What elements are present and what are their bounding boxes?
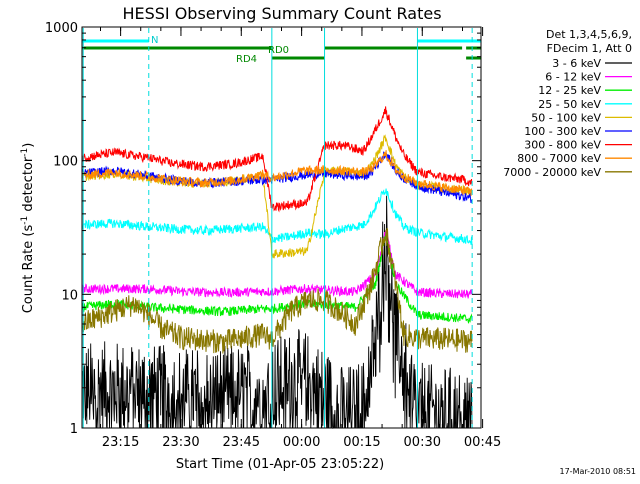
series-300-800-kev (81, 106, 473, 213)
legend-item-12-25-kev: 12 - 25 keV (538, 84, 632, 97)
legend-item-100-300-kev: 100 - 300 keV (524, 125, 632, 138)
legend-label: 3 - 6 keV (552, 57, 601, 70)
legend-label: 300 - 800 keV (524, 139, 601, 152)
series-line-3-6-kev (81, 195, 473, 430)
generation-timestamp: 17-Mar-2010 08:51 (560, 467, 637, 476)
legend-item-25-50-kev: 25 - 50 keV (538, 98, 632, 111)
legend-label: 7000 - 20000 keV (503, 166, 601, 179)
legend-header-detectors: Det 1,3,4,5,6,9, (546, 28, 632, 41)
series-800-7000-kev (81, 150, 473, 196)
legend-label: 12 - 25 keV (538, 84, 601, 97)
y-tick-label: 100 (53, 155, 78, 170)
legend-header-fdecim: FDecim 1, Att 0 (547, 42, 632, 55)
flag-label-n: N (151, 35, 158, 46)
legend-label: 50 - 100 keV (531, 111, 601, 124)
x-tick-label: 23:30 (162, 435, 199, 450)
legend-label: 800 - 7000 keV (517, 152, 601, 165)
legend-item-300-800-kev: 300 - 800 keV (524, 139, 632, 152)
legend-label: 25 - 50 keV (538, 98, 601, 111)
legend-item-3-6-kev: 3 - 6 keV (552, 57, 632, 70)
flag-label-rd4: RD4 (236, 54, 257, 65)
series-3-6-kev (81, 195, 473, 430)
legend: Det 1,3,4,5,6,9, FDecim 1, Att 0 3 - 6 k… (503, 28, 632, 179)
chart-title: HESSI Observing Summary Count Rates (122, 4, 441, 23)
y-tick-label: 1 (70, 422, 78, 437)
x-tick-label: 00:00 (283, 435, 320, 450)
series-7000-20000-kev (81, 227, 473, 354)
legend-item-50-100-kev: 50 - 100 keV (531, 111, 632, 124)
x-tick-label: 00:45 (464, 435, 501, 450)
y-tick-label: 10 (61, 288, 78, 303)
y-axis-label-exponent: -1 (20, 216, 30, 225)
plot-area: 23:15 23:30 23:45 00:00 00:15 00:30 00:45 1 10 10… (45, 21, 501, 450)
flag-label-rd0: RD0 (268, 45, 289, 56)
series-line-800-7000-kev (81, 150, 473, 196)
series-12-25-kev (81, 230, 473, 324)
y-axis-label-part: Count Rate (s (21, 225, 36, 314)
series-line-7000-20000-kev (81, 227, 473, 354)
legend-item-800-7000-kev: 800 - 7000 keV (517, 152, 632, 165)
data-layer (81, 106, 473, 430)
series-line-300-800-kev (81, 106, 473, 213)
y-axis-label-exponent: -1 (20, 148, 30, 157)
x-tick-label: 00:15 (343, 435, 380, 450)
x-tick-label: 23:15 (102, 435, 139, 450)
series-100-300-kev (81, 151, 473, 203)
legend-label: 100 - 300 keV (524, 125, 601, 138)
x-tick-label: 00:30 (404, 435, 441, 450)
legend-item-6-12-kev: 6 - 12 keV (545, 71, 632, 84)
series-line-100-300-kev (81, 151, 473, 203)
axis-ticks: 23:15 23:30 23:45 00:00 00:15 00:30 00:45 1 10 10… (45, 21, 501, 450)
legend-item-7000-20000-kev: 7000 - 20000 keV (503, 166, 632, 179)
series-line-6-12-kev (81, 229, 473, 299)
observing-flags (82, 39, 481, 60)
gap-markers (82, 28, 473, 428)
x-axis-label: Start Time (01-Apr-05 23:05:22) (176, 457, 384, 472)
series-25-50-kev (81, 188, 473, 245)
series-line-25-50-kev (81, 188, 473, 245)
y-axis-label: Count Rate (s-1 detector-1) (20, 143, 36, 314)
legend-label: 6 - 12 keV (545, 71, 601, 84)
y-tick-label: 1000 (45, 21, 78, 36)
y-axis-label-part: ) (21, 143, 36, 148)
x-tick-label: 23:45 (223, 435, 260, 450)
series-line-12-25-kev (81, 230, 473, 324)
y-axis-label-part: detector (21, 156, 36, 216)
series-6-12-kev (81, 229, 473, 299)
